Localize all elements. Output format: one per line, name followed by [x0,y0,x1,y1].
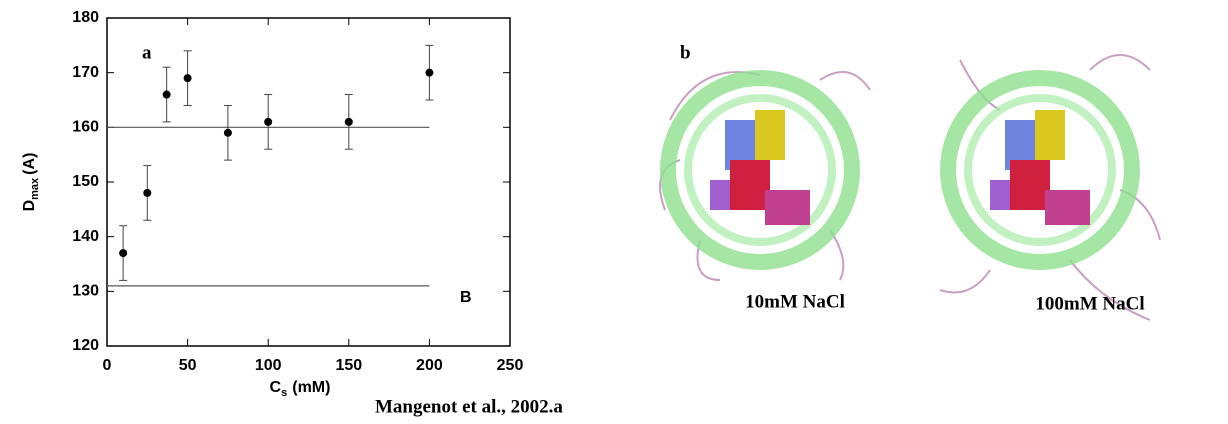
x-tick-label: 250 [497,357,524,374]
y-label-main: D [21,200,38,212]
point [425,68,434,77]
x-tick-label: 50 [179,357,197,374]
x-tick-label: 0 [103,357,112,374]
x-tick-label: 150 [335,357,362,374]
y-tick-label: 180 [72,9,99,26]
y-label-unit: (A) [21,153,38,175]
y-axis-label: Dmax (A) [21,153,41,212]
y-tick-label: 130 [72,283,99,300]
point [183,74,192,83]
y-tick-label: 150 [72,173,99,190]
panel-b-label: b [680,42,691,63]
y-label-sub: max [29,177,41,200]
x-label-unit: (mM) [292,379,330,396]
point [344,117,353,126]
point [264,117,273,126]
caption: 100mM NaCl [1035,293,1144,314]
nucleosome-image-1 [659,70,871,281]
caption: 10mM NaCl [745,291,845,312]
point [162,90,171,99]
nucleosome-image-2 [939,54,1161,321]
point [119,249,128,258]
x-label-sub: s [281,387,287,399]
credit: Mangenot et al., 2002.a [375,396,563,417]
point [143,188,152,197]
x-label-main: C [270,379,282,396]
panel-label: a [142,42,152,63]
point [223,128,232,137]
y-tick-label: 170 [72,64,99,81]
x-tick-label: 200 [416,357,443,374]
y-label: Dmax (A) [21,153,41,212]
y-tick-label: 140 [72,228,99,245]
y-tick-label: 160 [72,119,99,136]
y-tick-label: 120 [72,337,99,354]
x-label: Cs (mM) [270,379,331,399]
annotation: B [460,289,472,306]
x-tick-label: 100 [255,357,282,374]
